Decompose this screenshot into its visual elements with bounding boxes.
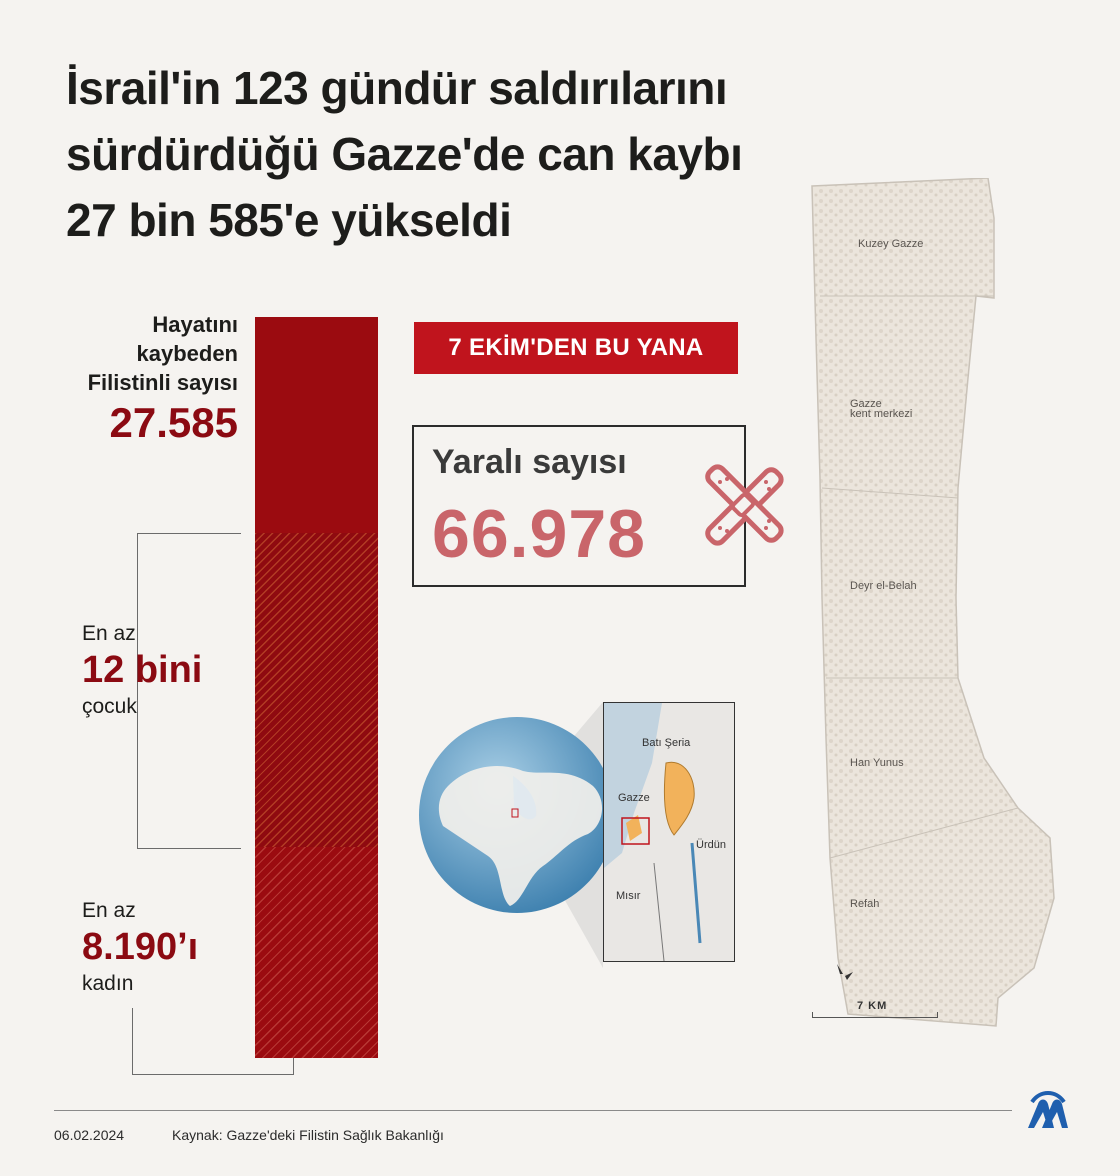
- women-prefix: En az: [82, 899, 136, 922]
- women-bar-segment: [255, 847, 378, 1058]
- killed-value: 27.585: [109, 399, 238, 446]
- killed-label-line-2: kaybeden: [136, 341, 239, 366]
- children-suffix: çocuk: [82, 695, 137, 718]
- title-line-3: 27 bin 585'e yükseldi: [66, 194, 512, 246]
- scale-label: 7 KM: [857, 1000, 888, 1012]
- aa-logo-icon: [1028, 1091, 1068, 1128]
- women-label-block: En az 8.190’ı kadın: [82, 897, 198, 997]
- injured-box: Yaralı sayısı 66.978: [412, 425, 746, 587]
- title-line-2: sürdürdüğü Gazze'de can kaybı: [66, 128, 743, 180]
- place-khan-yunis: Han Yunus: [850, 757, 904, 769]
- killed-label-line-1: Hayatını: [152, 312, 238, 337]
- locator-gaza: Gazze: [618, 792, 650, 804]
- killed-label-line-3: Filistinli sayısı: [87, 370, 238, 395]
- globe-icon: [419, 717, 615, 913]
- locator-map: Batı Şeria Gazze Ürdün Mısır: [603, 702, 735, 962]
- injured-label: Yaralı sayısı: [432, 443, 627, 481]
- place-north-gaza: Kuzey Gazze: [858, 238, 924, 250]
- killed-label-block: Hayatını kaybeden Filistinli sayısı 27.5…: [40, 310, 238, 449]
- since-oct-7-banner: 7 EKİM'DEN BU YANA: [414, 322, 738, 374]
- women-value: 8.190’ı: [82, 926, 199, 968]
- children-label-block: En az 12 bini çocuk: [82, 620, 202, 720]
- women-suffix: kadın: [82, 972, 134, 995]
- children-bracket: [137, 533, 241, 849]
- children-prefix: En az: [82, 622, 136, 645]
- locator-jordan: Ürdün: [696, 839, 726, 851]
- page-title: İsrail'in 123 gündür saldırılarını sürdü…: [66, 55, 806, 253]
- place-gaza: Gazze: [850, 398, 882, 410]
- north-arrow-icon: [837, 964, 853, 980]
- title-line-1: İsrail'in 123 gündür saldırılarını: [66, 62, 728, 114]
- children-bar-segment: [255, 533, 378, 847]
- place-deir-al-balah: Deyr el-Belah: [850, 580, 917, 592]
- injured-value: 66.978: [432, 496, 646, 572]
- killed-bar-segment: [255, 317, 378, 533]
- scale-bar: [812, 1012, 938, 1018]
- footer-date: 06.02.2024: [54, 1127, 125, 1143]
- gaza-strip-map: [811, 178, 1055, 1027]
- footer-divider: [54, 1110, 1012, 1111]
- place-gaza-city-center: kent merkezi: [850, 408, 913, 420]
- locator-west-bank: Batı Şeria: [642, 737, 691, 749]
- locator-egypt: Mısır: [616, 890, 641, 902]
- footer-source: Kaynak: Gazze'deki Filistin Sağlık Bakan…: [172, 1127, 444, 1143]
- bandage-icon: [705, 464, 784, 546]
- children-value: 12 bini: [82, 649, 203, 691]
- place-rafah: Refah: [850, 898, 880, 910]
